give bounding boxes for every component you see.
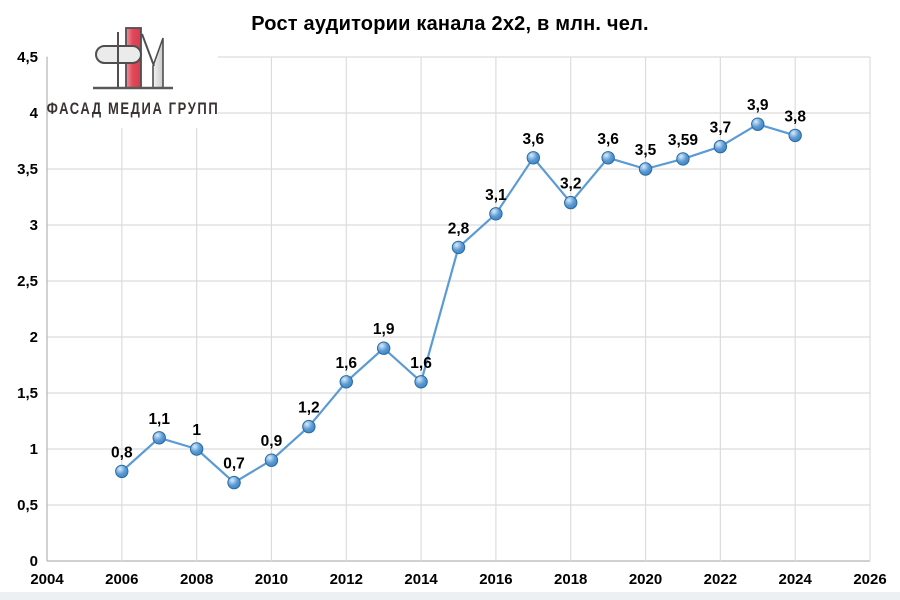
data-point [302,419,316,434]
data-label: 3,6 [523,131,545,148]
data-label: 3,9 [747,97,769,114]
data-point [564,195,578,210]
data-point [451,240,466,255]
data-label: 3,6 [597,131,619,148]
data-label: 3,1 [485,187,507,204]
data-point [189,442,204,456]
y-axis-tick-label: 0,5 [17,497,38,514]
data-label: 1 [192,422,201,439]
data-point [751,117,765,131]
data-label: 3,8 [784,108,806,125]
series-line [121,123,796,484]
data-point [676,152,690,166]
data-points: 0,8 1,1 1 0,7 0,9 1,2 1,6 1,9 1,6 2,8 3,1 3,6 3,2 3,6… [111,97,806,490]
y-axis-tick-label: 2 [30,329,38,346]
x-axis-tick-label: 2020 [629,571,662,588]
data-label: 1,2 [298,400,320,417]
data-point [152,431,166,445]
x-axis-tick-label: 2012 [330,571,363,588]
y-axis-tick-label: 4 [30,105,39,122]
chart-title: Рост аудитории канала 2x2, в млн. чел. [251,13,649,35]
x-axis-tick-label: 2022 [704,571,737,588]
y-axis-tick-label: 3 [30,217,38,234]
data-label: 1,1 [148,411,170,428]
data-point [414,375,428,389]
y-axis-tick-label: 4,5 [17,49,38,66]
x-axis-tick-label: 2006 [105,571,138,588]
data-point [788,128,802,143]
data-label: 3,5 [635,142,657,159]
x-axis-tick-label: 2014 [404,571,438,588]
logo: ФАСАД МЕДИА ГРУПП [46,20,220,128]
data-label: 3,59 [668,132,699,149]
data-point [638,162,653,176]
data-point [489,207,503,221]
y-axis-tick-label: 1 [30,441,38,458]
data-label: 2,8 [448,220,470,237]
data-point [339,375,353,389]
y-axis-tick-label: 1,5 [17,385,38,402]
logo-text: ФАСАД МЕДИА ГРУПП [46,99,220,118]
data-label: 1,6 [410,355,432,372]
y-axis-tick-label: 3,5 [17,161,38,178]
data-label: 3,7 [710,120,732,137]
x-axis-tick-label: 2016 [479,571,512,588]
data-point [227,475,241,490]
x-axis-tick-label: 2010 [255,571,288,588]
y-axis-tick-label: 2,5 [17,273,38,290]
data-label: 0,7 [223,456,245,473]
data-label: 1,9 [373,321,395,338]
x-axis-tick-label: 2024 [778,571,812,588]
x-axis-tick-label: 2008 [180,571,213,588]
data-label: 1,6 [335,355,357,372]
data-point [264,453,279,467]
data-label: 3,2 [560,176,582,193]
data-point [376,341,391,355]
data-point [713,139,728,154]
data-point [601,151,615,165]
y-axis-tick-label: 0 [30,553,38,570]
logo-mark [93,27,173,90]
data-label: 0,9 [261,433,283,450]
x-axis-tick-label: 2018 [554,571,587,588]
data-label: 0,8 [111,444,133,461]
x-axis-tick-label: 2004 [30,571,64,588]
x-axis-tick-label: 2026 [853,571,886,588]
data-point [115,464,129,479]
data-point [526,151,541,165]
footer-strip [0,592,900,600]
